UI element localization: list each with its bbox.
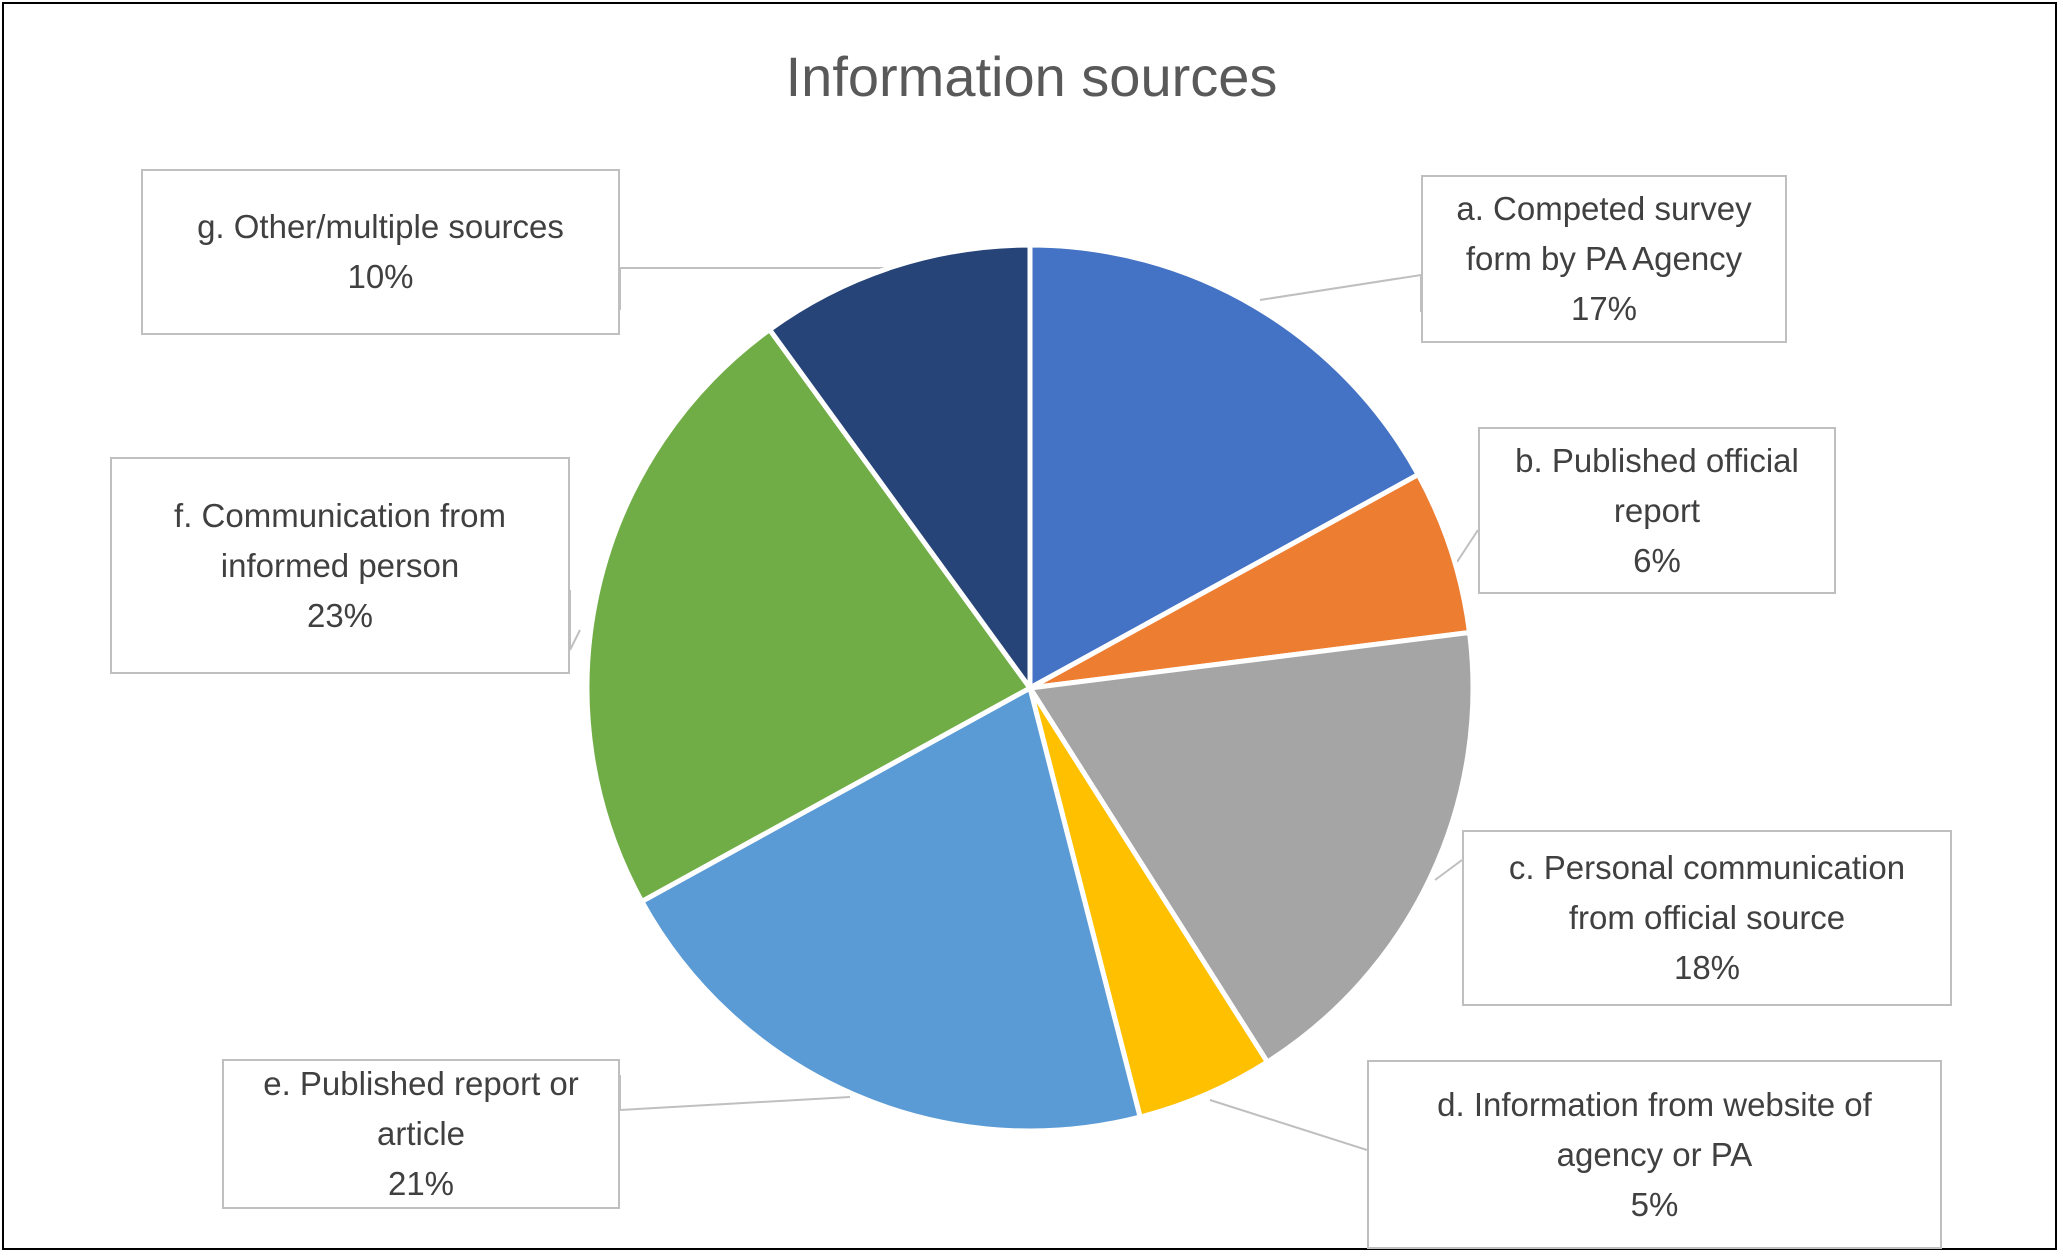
leader-line-c — [1434, 859, 1463, 881]
data-label-percent: 6% — [1633, 541, 1681, 579]
data-label-text: f. Communication from — [174, 496, 506, 534]
data-label-a: a. Competed survey form by PA Agency 17% — [1421, 175, 1787, 343]
data-label-f: f. Communication from informed person 23% — [110, 457, 570, 674]
data-label-b: b. Published official report 6% — [1478, 427, 1836, 594]
data-label-text: g. Other/multiple sources — [197, 208, 564, 245]
leader-line-d — [1209, 1099, 1368, 1151]
data-label-percent: 17% — [1570, 290, 1638, 327]
leader-line-g — [619, 267, 905, 310]
data-label-c: c. Personal communication from official s… — [1462, 830, 1952, 1006]
pie-slice-e — [639, 685, 1143, 1134]
chart-title: Information sources — [785, 45, 1278, 108]
leader-line-b — [1454, 529, 1479, 566]
data-label-text: a. Competed survey — [1456, 190, 1752, 227]
data-label-percent: 10% — [347, 258, 414, 295]
pie-slice-g — [767, 242, 1033, 691]
data-label-text: b. Published official — [1515, 441, 1799, 479]
data-label-g: g. Other/multiple sources 10% — [141, 169, 620, 335]
data-label-text: article — [376, 1115, 466, 1152]
data-label-text: report — [1613, 491, 1701, 529]
pie-slice-f — [584, 327, 1033, 904]
pie-slice-c — [1027, 629, 1476, 1065]
data-label-percent: 21% — [387, 1165, 455, 1202]
data-label-percent: 5% — [1630, 1185, 1679, 1223]
data-label-text: form by PA Agency — [1465, 240, 1743, 277]
data-label-percent: 23% — [306, 596, 374, 634]
leader-line-a — [1259, 273, 1422, 312]
data-label-text: e. Published report or — [263, 1065, 579, 1102]
data-label-text: from official source — [1568, 899, 1846, 936]
data-label-d: d. Information from website of agency or … — [1367, 1060, 1942, 1249]
data-label-e: e. Published report or article 21% — [222, 1059, 620, 1209]
data-label-text: informed person — [220, 546, 460, 584]
data-label-percent: 18% — [1673, 949, 1741, 986]
data-label-text: d. Information from website of — [1437, 1085, 1872, 1123]
data-label-text: c. Personal communication — [1508, 849, 1906, 886]
data-label-text: agency or PA — [1556, 1135, 1753, 1173]
pie-slice-b — [1027, 472, 1473, 691]
pie-slice-a — [1027, 242, 1421, 691]
leader-line-f — [569, 590, 581, 651]
leader-line-e — [619, 1075, 851, 1112]
